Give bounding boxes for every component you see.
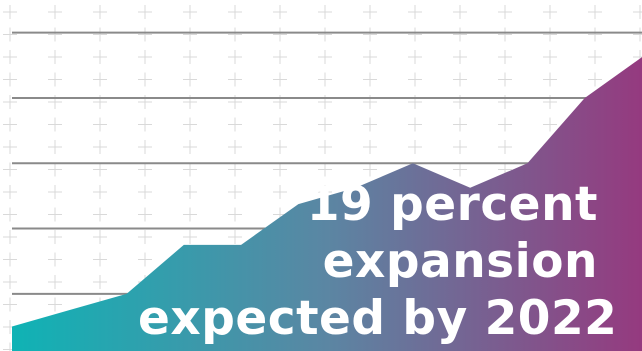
- headline-line-2: expansion: [322, 234, 598, 289]
- headline-line-1: 19 percent: [306, 177, 598, 232]
- data-area: [12, 57, 642, 351]
- headline-line-3: expected by 2022: [138, 291, 618, 346]
- headline: 19 percent expansion expected by 2022: [138, 176, 618, 347]
